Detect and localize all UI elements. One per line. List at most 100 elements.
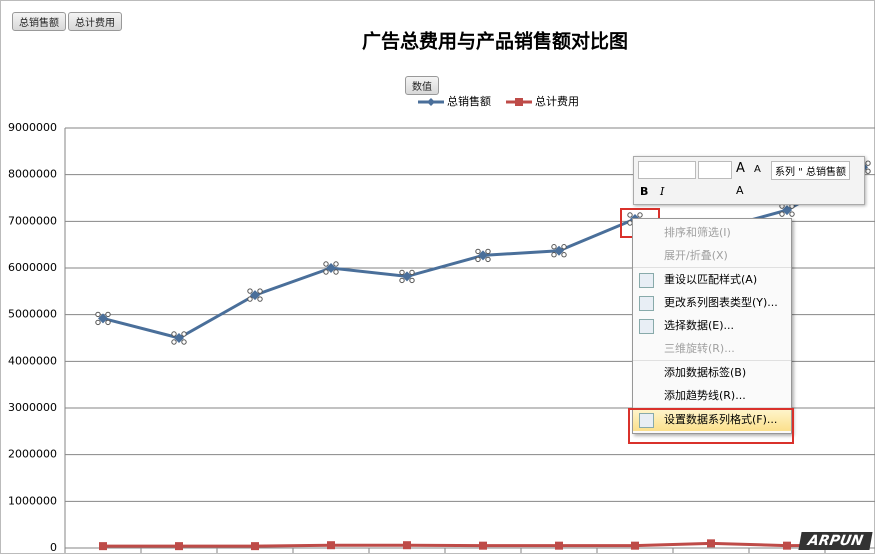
field-button[interactable]: 总计费用 [68,12,122,31]
selection-handle [247,296,253,302]
y-tick-label: 8000000 [8,168,57,181]
selection-handle [171,331,177,337]
legend: 总销售额 总计费用 [418,94,579,108]
selection-handle [95,311,101,318]
selection-handle [181,331,187,337]
y-tick-label: 7000000 [8,214,57,227]
selection-handle [561,244,567,250]
selection-handle [475,256,481,263]
menu-item[interactable]: 三维旋转(R)... [633,337,791,360]
legend-marker [515,98,523,106]
marker [98,313,108,324]
context-menu: 排序和筛选(I) 展开/折叠(X) 重设以匹配样式(A) 更改系列图表类型(Y)...… [632,218,792,434]
bold-button[interactable]: B [640,185,649,198]
marker [782,205,792,216]
grow-font[interactable]: A [736,161,745,176]
menu-icon [639,413,654,428]
selection-handle [551,252,557,258]
legend-label: 总销售额 [447,94,491,108]
selection-handle [865,168,871,174]
menu-item[interactable]: 排序和筛选(I) [633,221,791,244]
chart-title: 广告总费用与产品销售额对比图 [362,30,628,53]
marker [403,541,411,550]
y-tick-label: 6000000 [8,261,57,274]
marker [250,290,260,301]
selection-handle [247,288,253,294]
selection-handle [95,319,101,326]
selection-handle [333,269,339,275]
y-tick-label: 2000000 [8,448,57,461]
selection-handle [181,339,187,345]
menu-label: 添加数据标签(B) [664,366,747,379]
marker [402,271,412,282]
menu-label: 更改系列图表类型(Y)... [664,296,778,309]
menu-label: 设置数据系列格式(F)... [664,413,778,426]
selection-handle [171,339,177,345]
marker [554,245,564,256]
selection-handle [485,248,491,255]
menu-label: 添加趋势线(R)... [664,389,746,402]
selection-handle [551,244,557,250]
y-tick-label: 5000000 [8,308,57,321]
selection-handle [257,296,263,302]
marker [631,541,639,550]
legend-label: 总计费用 [535,94,579,108]
menu-label: 三维旋转(R)... [664,342,735,355]
selection-handle [865,160,871,166]
y-tick-label: 3000000 [8,401,57,414]
y-tick-label: 0 [50,541,57,554]
watermark: ARPUN [798,532,873,550]
italic-button[interactable]: I [660,185,665,198]
font-box[interactable] [638,161,696,179]
menu-icon [639,319,654,334]
selection-handle [257,288,263,294]
menu-item[interactable]: 添加数据标签(B) [633,360,791,384]
y-tick-label: 9000000 [8,121,57,134]
values-button[interactable]: 数值 [405,76,439,95]
mini-toolbar: A A 系列 " 总销售额 B I A [633,156,865,205]
font-color-button[interactable]: A [736,184,744,197]
selection-handle [637,212,643,218]
selection-handle [485,256,491,263]
menu-icon [639,273,654,288]
selection-handle [333,261,339,267]
marker [783,541,791,550]
series-selector[interactable]: 系列 " 总销售额 [771,161,850,180]
y-tick-label: 1000000 [8,494,57,507]
marker [555,541,563,550]
legend-marker [427,98,435,106]
marker [707,539,715,548]
selection-handle [779,211,785,217]
menu-label: 展开/折叠(X) [664,249,728,262]
marker [175,542,183,551]
menu-item[interactable]: 设置数据系列格式(F)... [633,407,791,431]
selection-handle [475,248,481,255]
selection-handle [323,269,329,275]
selection-handle [561,252,567,258]
marker [99,542,107,551]
menu-item[interactable]: 展开/折叠(X) [633,244,791,267]
selection-handle [105,311,111,318]
menu-label: 排序和筛选(I) [664,226,731,239]
menu-item[interactable]: 添加趋势线(R)... [633,384,791,407]
selection-handle [409,269,415,276]
y-tick-label: 4000000 [8,354,57,367]
size-box[interactable] [698,161,732,179]
selection-handle [399,269,405,276]
selection-handle [409,277,415,284]
selection-handle [399,277,405,284]
shrink-font[interactable]: A [754,164,761,175]
selection-handle [105,319,111,326]
menu-item[interactable]: 选择数据(E)... [633,314,791,337]
menu-item[interactable]: 更改系列图表类型(Y)... [633,291,791,314]
menu-icon [639,296,654,311]
marker [478,250,488,261]
selection-handle [323,261,329,267]
marker [327,541,335,550]
marker [479,541,487,550]
menu-label: 重设以匹配样式(A) [664,273,758,286]
marker [326,263,336,273]
menu-item[interactable]: 重设以匹配样式(A) [633,267,791,291]
field-button[interactable]: 总销售额 [12,12,66,31]
